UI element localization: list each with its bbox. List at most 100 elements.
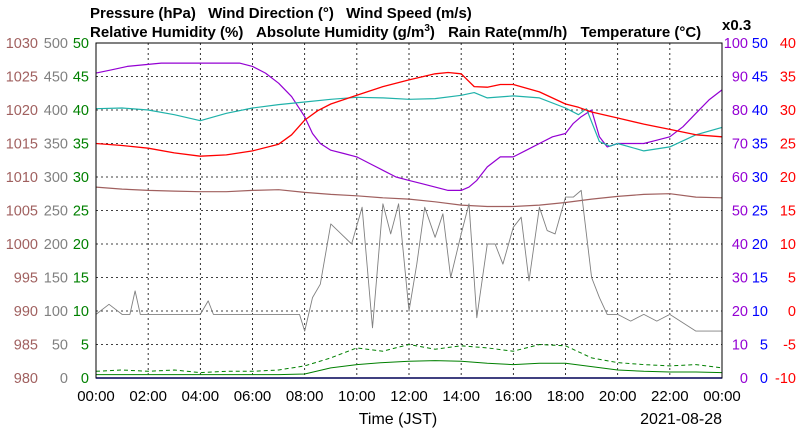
- legend-row-2: Relative Humidity (%) Absolute Humidity …: [90, 23, 701, 41]
- legend-rain-scale-note: x0.3: [722, 17, 751, 34]
- x-tick-label: 12:00: [390, 388, 428, 405]
- y-tick-relative-humidity: 90: [732, 70, 748, 86]
- y-tick-temperature: -5: [783, 338, 796, 354]
- series-pressure-hpa: [95, 186, 723, 208]
- y-tick-relative-humidity: 70: [732, 137, 748, 153]
- y-tick-relative-humidity: 80: [732, 103, 748, 119]
- series-wind-speed-gust-m-s: [95, 344, 723, 374]
- axes: 9809859909951000100510101015102010251030…: [6, 36, 796, 405]
- y-tick-wind-speed: 45: [73, 70, 89, 86]
- y-tick-pressure: 980: [14, 371, 38, 387]
- series-layer: [95, 62, 723, 379]
- y-tick-pressure: 985: [14, 338, 38, 354]
- y-tick-wind-direction: 250: [44, 204, 68, 220]
- y-tick-wind-speed: 5: [81, 338, 89, 354]
- legend-absolute-humidity-close: ): [430, 24, 435, 41]
- y-tick-temperature: 40: [780, 36, 796, 52]
- y-tick-temperature: 0: [788, 304, 796, 320]
- series-wind-direction: [95, 189, 722, 332]
- x-tick-label: 00:00: [703, 388, 741, 405]
- x-tick-label: 00:00: [77, 388, 115, 405]
- y-tick-pressure: 1025: [6, 70, 38, 86]
- y-tick-wind-speed: 35: [73, 137, 89, 153]
- y-tick-wind-speed: 10: [73, 304, 89, 320]
- legend-wind-speed: Wind Speed (m/s): [346, 5, 472, 22]
- x-tick-label: 16:00: [495, 388, 533, 405]
- y-tick-wind-direction: 450: [44, 70, 68, 86]
- y-tick-temperature: 5: [788, 271, 796, 287]
- y-tick-pressure: 1030: [6, 36, 38, 52]
- y-tick-rain-rate: 25: [752, 204, 768, 220]
- chart-date: 2021-08-28: [640, 411, 722, 428]
- y-tick-temperature: 15: [780, 204, 796, 220]
- series-temperature-c: [95, 71, 723, 157]
- series-wind-speed-m-s: [96, 360, 723, 376]
- y-tick-relative-humidity: 100: [724, 36, 748, 52]
- legend-temperature: Temperature (°C): [580, 24, 701, 41]
- y-tick-relative-humidity: 10: [732, 338, 748, 354]
- y-tick-pressure: 1005: [6, 204, 38, 220]
- y-tick-temperature: 10: [780, 237, 796, 253]
- y-tick-temperature: 25: [780, 137, 796, 153]
- y-tick-wind-direction: 150: [44, 271, 68, 287]
- y-tick-wind-speed: 0: [81, 371, 89, 387]
- y-tick-relative-humidity: 60: [732, 170, 748, 186]
- plot-frame: [95, 42, 723, 379]
- legend-absolute-humidity-sup: 3: [424, 23, 430, 34]
- x-tick-label: 06:00: [234, 388, 272, 405]
- y-tick-wind-direction: 50: [52, 338, 68, 354]
- x-tick-label: 02:00: [129, 388, 167, 405]
- y-tick-rain-rate: 0: [760, 371, 768, 387]
- y-tick-pressure: 1000: [6, 237, 38, 253]
- y-tick-rain-rate: 50: [752, 36, 768, 52]
- series-relative-humidity: [95, 62, 723, 191]
- y-tick-relative-humidity: 0: [740, 371, 748, 387]
- x-tick-label: 10:00: [338, 388, 376, 405]
- y-tick-relative-humidity: 40: [732, 237, 748, 253]
- plot-border: [95, 42, 723, 379]
- y-tick-temperature: 30: [780, 103, 796, 119]
- legend-wind-direction: Wind Direction (°): [208, 5, 334, 22]
- grid: [96, 43, 722, 378]
- y-tick-temperature: -10: [775, 371, 796, 387]
- y-tick-rain-rate: 40: [752, 103, 768, 119]
- x-tick-label: 08:00: [286, 388, 324, 405]
- y-tick-rain-rate: 20: [752, 237, 768, 253]
- y-tick-pressure: 1020: [6, 103, 38, 119]
- y-tick-wind-speed: 40: [73, 103, 89, 119]
- x-tick-label: 22:00: [651, 388, 689, 405]
- legend-rain-rate: Rain Rate(mm/h): [448, 24, 567, 41]
- y-tick-wind-direction: 350: [44, 137, 68, 153]
- x-tick-label: 20:00: [599, 388, 637, 405]
- y-tick-pressure: 990: [14, 304, 38, 320]
- y-tick-pressure: 1015: [6, 137, 38, 153]
- y-tick-wind-speed: 25: [73, 204, 89, 220]
- legend-relative-humidity: Relative Humidity (%): [90, 24, 243, 41]
- y-tick-wind-speed: 15: [73, 271, 89, 287]
- legend-pressure: Pressure (hPa): [90, 5, 196, 22]
- y-tick-wind-direction: 200: [44, 237, 68, 253]
- y-tick-wind-speed: 50: [73, 36, 89, 52]
- y-tick-wind-direction: 300: [44, 170, 68, 186]
- series-absolute-humidity-g-m3: [95, 91, 723, 152]
- x-axis-label: Time (JST): [359, 411, 438, 428]
- x-tick-label: 18:00: [547, 388, 585, 405]
- legend-row-1: Pressure (hPa) Wind Direction (°) Wind S…: [90, 5, 472, 22]
- y-tick-rain-rate: 30: [752, 170, 768, 186]
- legend-absolute-humidity: Absolute Humidity (g/m: [256, 24, 424, 41]
- y-tick-rain-rate: 5: [760, 338, 768, 354]
- y-tick-pressure: 1010: [6, 170, 38, 186]
- y-tick-rain-rate: 15: [752, 271, 768, 287]
- y-tick-wind-direction: 400: [44, 103, 68, 119]
- y-tick-rain-rate: 35: [752, 137, 768, 153]
- y-tick-temperature: 20: [780, 170, 796, 186]
- x-tick-label: 14:00: [442, 388, 480, 405]
- x-tick-label: 04:00: [182, 388, 220, 405]
- y-tick-relative-humidity: 30: [732, 271, 748, 287]
- y-tick-wind-direction: 500: [44, 36, 68, 52]
- y-tick-wind-direction: 0: [60, 371, 68, 387]
- y-tick-pressure: 995: [14, 271, 38, 287]
- y-tick-temperature: 35: [780, 70, 796, 86]
- y-tick-wind-speed: 20: [73, 237, 89, 253]
